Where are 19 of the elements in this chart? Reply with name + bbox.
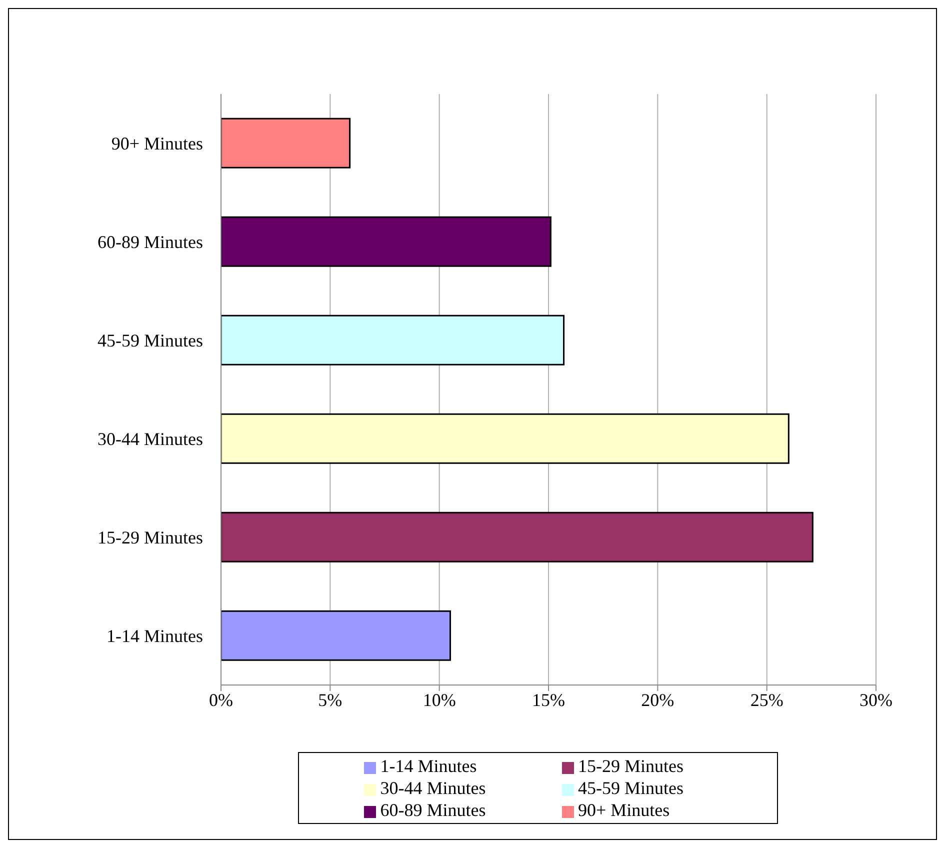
x-tick-label: 20% bbox=[641, 690, 674, 710]
x-tick-label: 15% bbox=[532, 690, 565, 710]
x-tick-label: 30% bbox=[860, 690, 892, 710]
legend-label: 15-29 Minutes bbox=[578, 756, 684, 776]
legend-label: 30-44 Minutes bbox=[380, 778, 486, 798]
x-tick-label: 5% bbox=[318, 690, 342, 710]
x-tick-label: 25% bbox=[750, 690, 784, 710]
y-tick-label: 90+ Minutes bbox=[111, 134, 203, 154]
legend-label: 45-59 Minutes bbox=[578, 778, 684, 798]
x-tick-label: 0% bbox=[209, 690, 233, 710]
legend-label: 90+ Minutes bbox=[578, 800, 670, 820]
legend-label: 60-89 Minutes bbox=[380, 800, 486, 820]
y-tick-label: 30-44 Minutes bbox=[98, 429, 203, 450]
x-tick-label: 10% bbox=[422, 690, 456, 710]
y-tick-label: 1-14 Minutes bbox=[106, 626, 203, 646]
y-tick-label: 45-59 Minutes bbox=[98, 330, 203, 351]
y-tick-label: 60-89 Minutes bbox=[98, 232, 203, 252]
legend-label: 1-14 Minutes bbox=[380, 756, 477, 776]
y-tick-label: 15-29 Minutes bbox=[98, 528, 203, 548]
